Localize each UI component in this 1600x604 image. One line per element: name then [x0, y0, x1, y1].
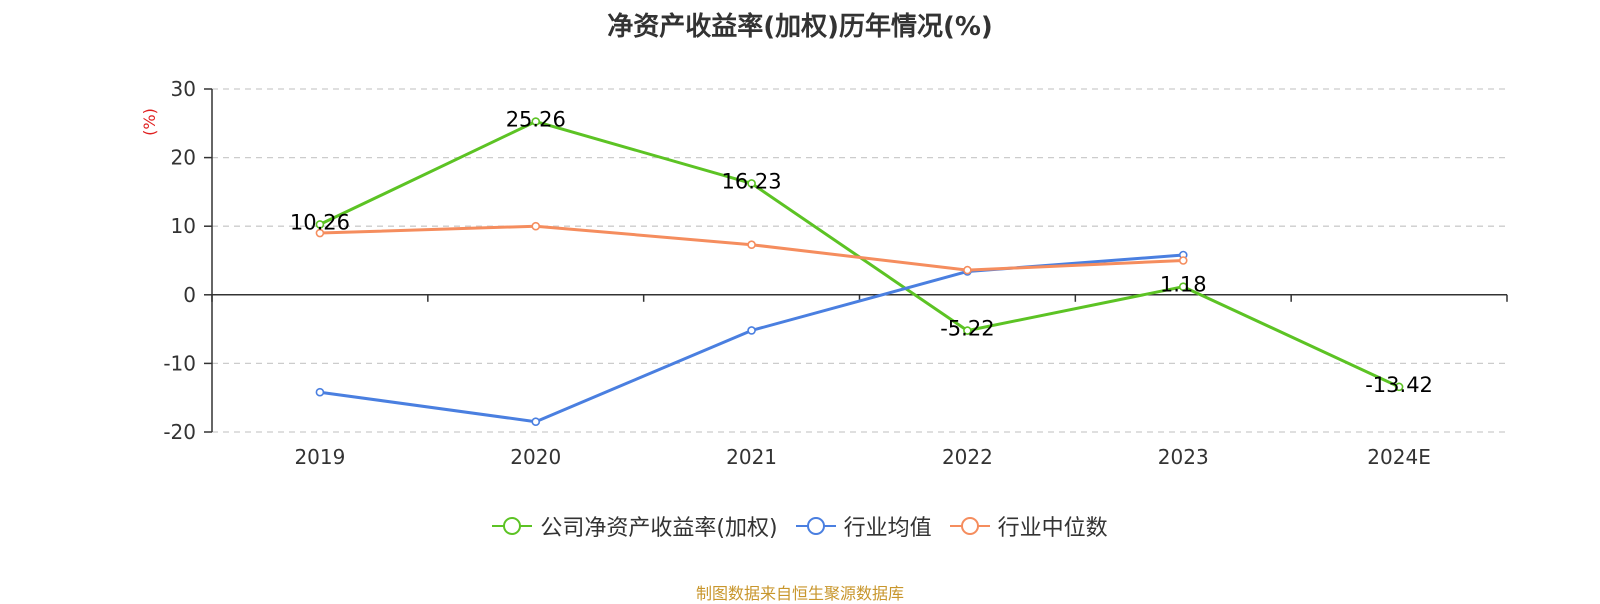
- data-labels: 10.26 25.26 16.23 -5.22 1.18 -13.42: [290, 108, 1433, 397]
- y-tick-label: 30: [171, 77, 196, 101]
- y-tick-label: -10: [163, 351, 196, 375]
- data-point: [1394, 382, 1404, 392]
- legend-label: 行业中位数: [997, 516, 1108, 541]
- data-point: [963, 265, 972, 275]
- legend: 公司净资产收益率(加权) 行业均值 行业中位数: [0, 510, 1600, 542]
- x-tick-label: 2019: [294, 445, 345, 469]
- x-tick-label: 2022: [942, 445, 993, 469]
- data-point: [1178, 282, 1188, 292]
- data-point: [1178, 256, 1188, 265]
- legend-label: 行业均值: [843, 516, 932, 541]
- data-point: [747, 240, 756, 250]
- legend-marker-icon: [795, 514, 836, 538]
- x-tick-label: 2023: [1158, 445, 1209, 469]
- series-line: [319, 120, 1400, 389]
- legend-item[interactable]: 行业中位数: [949, 510, 1108, 542]
- y-tick-label: 10: [171, 214, 196, 238]
- y-axis-unit-label: (%): [140, 108, 159, 136]
- legend-item[interactable]: 公司净资产收益率(加权): [492, 510, 778, 542]
- data-label: -13.42: [1365, 373, 1433, 397]
- data-point: [315, 228, 325, 238]
- x-tick-label: 2024E: [1367, 445, 1431, 469]
- axes: 30 20 10 0 -10 -20 2019 2020 2021 2022 2023 2024E: [163, 77, 1508, 469]
- data-label: 16.23: [722, 169, 782, 193]
- data-label: -5.22: [940, 317, 994, 341]
- data-point: [531, 417, 541, 427]
- data-point: [963, 326, 972, 335]
- legend-marker-icon: [949, 514, 990, 538]
- data-point: [315, 387, 325, 397]
- source-note: 制图数据来自恒生聚源数据库: [695, 584, 904, 603]
- x-tick-label: 2021: [726, 445, 777, 469]
- data-label: 1.18: [1160, 273, 1207, 297]
- data-point: [315, 220, 325, 229]
- chart-title: 净资产收益率(加权)历年情况(%): [607, 12, 993, 42]
- legend-marker-icon: [492, 514, 533, 538]
- legend-label: 公司净资产收益率(加权): [540, 516, 778, 541]
- data-point: [747, 179, 756, 188]
- data-point: [747, 326, 756, 335]
- y-tick-label: 20: [171, 146, 196, 170]
- y-tick-label: -20: [163, 420, 196, 444]
- grid-lines: [212, 88, 1507, 433]
- data-point: [531, 221, 541, 231]
- series-lines: [315, 117, 1404, 427]
- legend-item[interactable]: 行业均值: [795, 510, 932, 542]
- x-tick-label: 2020: [510, 445, 561, 469]
- y-tick-label: 0: [183, 283, 196, 307]
- data-point: [531, 117, 541, 126]
- data-label: 10.26: [290, 210, 350, 234]
- series-line: [319, 253, 1184, 424]
- data-label: 25.26: [506, 108, 566, 132]
